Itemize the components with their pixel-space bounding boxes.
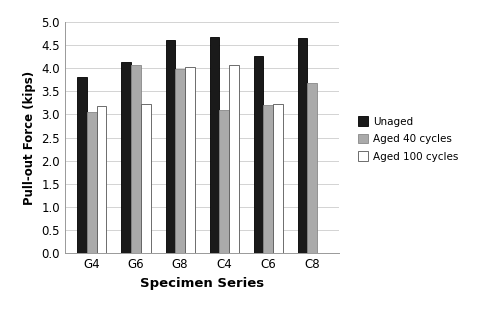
X-axis label: Specimen Series: Specimen Series <box>140 277 264 290</box>
Bar <box>273 104 283 253</box>
Bar <box>185 66 195 253</box>
Bar <box>141 104 151 253</box>
Bar <box>253 56 263 253</box>
Bar <box>166 40 175 253</box>
Bar <box>121 62 131 253</box>
Bar <box>175 69 185 253</box>
Bar <box>87 112 97 253</box>
Bar <box>77 77 87 253</box>
Legend: Unaged, Aged 40 cycles, Aged 100 cycles: Unaged, Aged 40 cycles, Aged 100 cycles <box>354 113 462 165</box>
Bar <box>229 65 239 253</box>
Bar <box>131 65 141 253</box>
Bar <box>210 37 219 253</box>
Bar <box>219 110 229 253</box>
Bar <box>307 83 317 253</box>
Bar <box>298 38 307 253</box>
Bar <box>263 105 273 253</box>
Y-axis label: Pull-out Force (kips): Pull-out Force (kips) <box>23 70 36 205</box>
Bar <box>97 106 106 253</box>
